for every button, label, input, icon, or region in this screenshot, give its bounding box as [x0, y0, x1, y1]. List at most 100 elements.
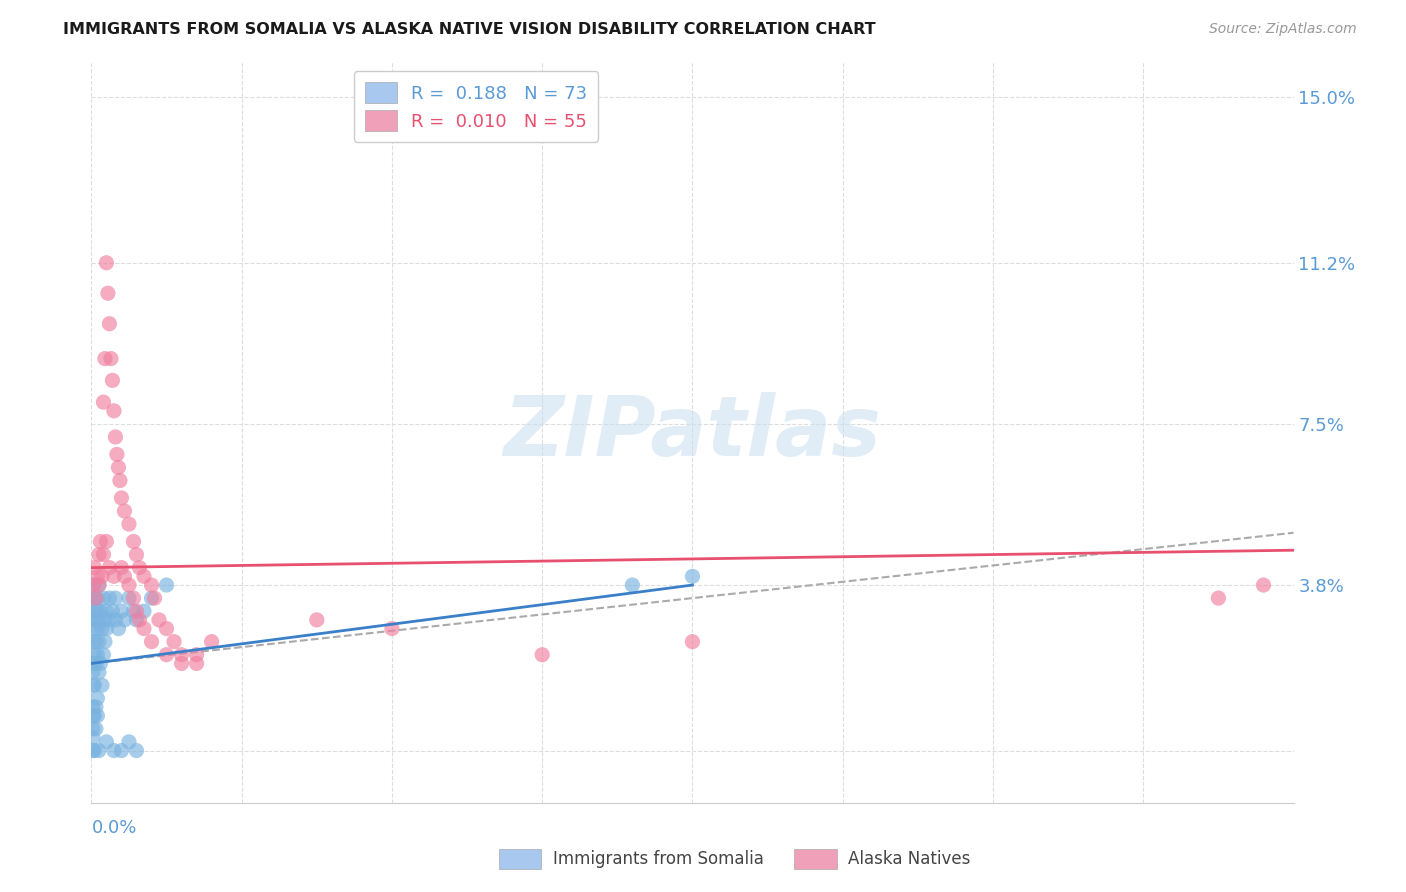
- Point: [155, 622, 177, 636]
- Point: [105, 447, 128, 461]
- Point: [94, 634, 117, 648]
- Point: [84, 604, 107, 618]
- Point: [83, 591, 105, 606]
- Point: [82, 678, 104, 692]
- Point: [118, 578, 141, 592]
- Point: [82, 665, 104, 680]
- Point: [98, 591, 121, 606]
- Point: [82, 722, 104, 736]
- Point: [114, 613, 136, 627]
- Point: [122, 534, 145, 549]
- Point: [86, 604, 108, 618]
- Point: [125, 743, 148, 757]
- Point: [148, 613, 170, 627]
- Point: [114, 504, 136, 518]
- Point: [84, 700, 107, 714]
- Point: [163, 634, 186, 648]
- Point: [170, 657, 193, 671]
- Point: [87, 613, 110, 627]
- Point: [118, 735, 141, 749]
- Point: [681, 634, 703, 648]
- Point: [87, 665, 110, 680]
- Point: [87, 578, 110, 592]
- Point: [201, 634, 224, 648]
- Point: [104, 591, 127, 606]
- Point: [93, 548, 115, 562]
- Point: [83, 622, 105, 636]
- Text: ZIPatlas: ZIPatlas: [503, 392, 882, 473]
- Point: [621, 578, 644, 592]
- Point: [97, 286, 120, 301]
- Point: [125, 604, 148, 618]
- Point: [155, 578, 177, 592]
- Point: [82, 634, 104, 648]
- Point: [96, 256, 118, 270]
- Point: [94, 613, 117, 627]
- Point: [90, 678, 112, 692]
- Point: [82, 578, 104, 592]
- Point: [83, 578, 105, 592]
- Point: [82, 657, 104, 671]
- Point: [98, 560, 121, 574]
- Point: [87, 634, 110, 648]
- Point: [128, 613, 150, 627]
- Point: [143, 591, 166, 606]
- Text: IMMIGRANTS FROM SOMALIA VS ALASKA NATIVE VISION DISABILITY CORRELATION CHART: IMMIGRANTS FROM SOMALIA VS ALASKA NATIVE…: [63, 22, 876, 37]
- Point: [110, 743, 132, 757]
- Point: [132, 569, 155, 583]
- Point: [96, 735, 118, 749]
- Point: [305, 613, 328, 627]
- Point: [531, 648, 554, 662]
- Point: [83, 708, 105, 723]
- Point: [86, 591, 108, 606]
- Point: [83, 560, 105, 574]
- Point: [110, 560, 132, 574]
- Point: [103, 404, 125, 418]
- Point: [107, 622, 129, 636]
- Point: [132, 622, 155, 636]
- Point: [96, 604, 118, 618]
- Point: [82, 700, 104, 714]
- Point: [82, 613, 104, 627]
- Point: [104, 613, 127, 627]
- Point: [1253, 578, 1275, 592]
- Point: [93, 648, 115, 662]
- Point: [98, 317, 121, 331]
- Point: [186, 657, 208, 671]
- Text: Alaska Natives: Alaska Natives: [848, 850, 970, 868]
- Point: [100, 351, 122, 366]
- Point: [103, 743, 125, 757]
- Point: [132, 604, 155, 618]
- Point: [86, 708, 108, 723]
- Point: [82, 604, 104, 618]
- Point: [82, 743, 104, 757]
- Point: [94, 351, 117, 366]
- Point: [84, 657, 107, 671]
- Point: [98, 613, 121, 627]
- Point: [93, 395, 115, 409]
- Point: [96, 622, 118, 636]
- Point: [125, 613, 148, 627]
- Point: [89, 604, 111, 618]
- Point: [186, 648, 208, 662]
- Point: [90, 569, 112, 583]
- Point: [90, 622, 112, 636]
- Point: [681, 569, 703, 583]
- Point: [170, 648, 193, 662]
- Point: [86, 622, 108, 636]
- Legend: R =  0.188   N = 73, R =  0.010   N = 55: R = 0.188 N = 73, R = 0.010 N = 55: [354, 71, 599, 142]
- Point: [122, 591, 145, 606]
- Point: [128, 560, 150, 574]
- Point: [125, 548, 148, 562]
- Point: [101, 604, 124, 618]
- Point: [141, 591, 163, 606]
- Point: [108, 474, 131, 488]
- Point: [110, 491, 132, 505]
- Point: [84, 591, 107, 606]
- Point: [89, 534, 111, 549]
- Point: [103, 569, 125, 583]
- Point: [96, 534, 118, 549]
- Point: [141, 578, 163, 592]
- Point: [118, 591, 141, 606]
- Point: [86, 569, 108, 583]
